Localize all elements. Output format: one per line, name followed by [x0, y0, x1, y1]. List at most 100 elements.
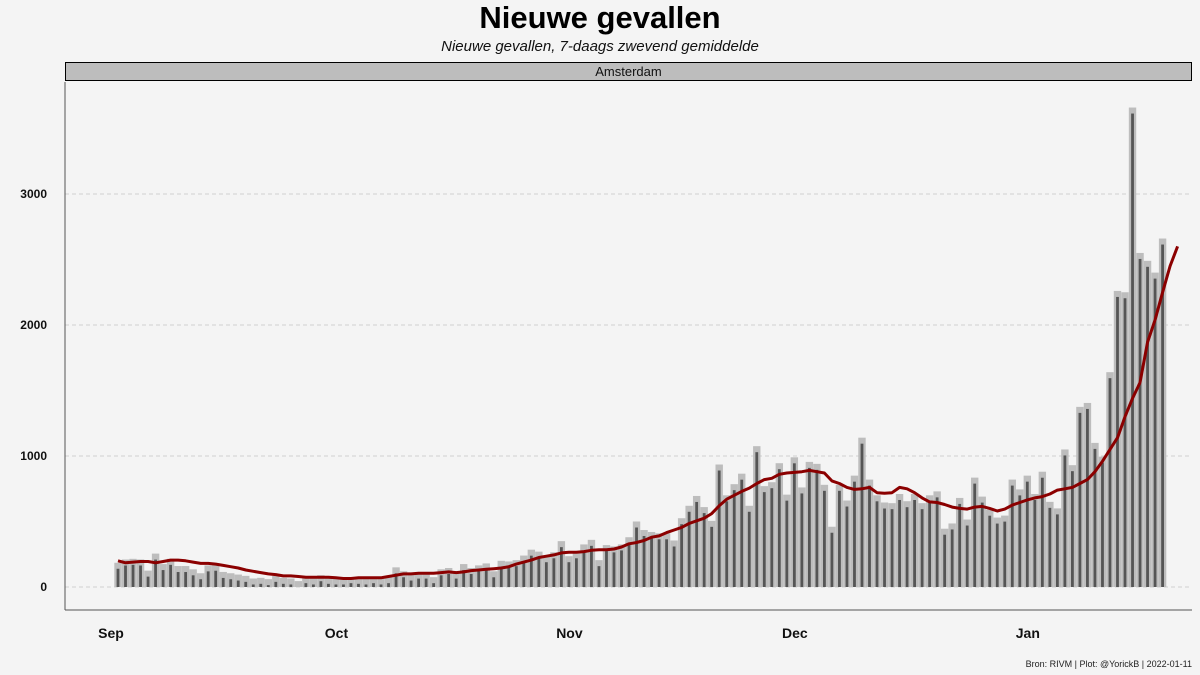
bar — [1086, 408, 1089, 587]
bar — [943, 534, 947, 587]
x-tick-label: Dec — [782, 625, 808, 641]
bar-outer — [257, 577, 265, 587]
bar — [913, 499, 916, 587]
bar — [777, 469, 781, 587]
bar — [1078, 412, 1082, 587]
bar-outer — [302, 577, 310, 587]
bar — [657, 539, 661, 587]
bar — [627, 543, 631, 587]
bar — [1003, 521, 1007, 587]
bar-outer — [377, 578, 385, 587]
bar — [1018, 495, 1022, 587]
source-caption: Bron: RIVM | Plot: @YorickB | 2022-01-11 — [1025, 659, 1192, 669]
bar — [1101, 462, 1104, 587]
bar — [304, 583, 308, 587]
bar — [875, 501, 879, 587]
bar — [281, 583, 285, 587]
bar — [454, 578, 458, 587]
bar-outer — [384, 577, 393, 587]
bar-outer — [279, 577, 288, 587]
bar — [124, 565, 127, 587]
bar — [259, 583, 263, 587]
bar-outer — [324, 577, 333, 587]
bar — [342, 584, 345, 587]
bar — [1048, 507, 1052, 587]
bar — [717, 470, 721, 587]
bar — [575, 558, 578, 587]
bar — [274, 581, 278, 587]
line-layer — [117, 245, 1180, 580]
bar-outer — [294, 581, 303, 587]
bar — [935, 497, 939, 587]
bar — [169, 564, 173, 587]
bar — [868, 485, 871, 587]
bar — [289, 584, 293, 587]
bar — [635, 527, 638, 587]
bar — [334, 584, 338, 587]
bar-outer — [429, 577, 438, 587]
bar — [958, 503, 962, 587]
bar — [853, 481, 856, 587]
bar — [499, 566, 503, 587]
bar — [116, 568, 120, 587]
bar — [582, 550, 586, 587]
bar-outer — [249, 578, 257, 587]
bar — [860, 443, 864, 587]
bar — [462, 570, 466, 587]
bar — [424, 578, 428, 587]
bar — [770, 488, 774, 587]
moving-average-line — [117, 245, 1180, 580]
bar — [988, 515, 992, 587]
bar — [1146, 266, 1149, 587]
bar-outer — [354, 577, 363, 587]
bar — [823, 490, 826, 587]
bar — [590, 545, 593, 587]
bar — [1071, 471, 1074, 587]
bar — [672, 546, 676, 587]
bar — [221, 577, 225, 587]
bar — [732, 490, 736, 587]
bar — [725, 501, 729, 587]
bar — [965, 525, 969, 587]
bar — [477, 571, 481, 587]
x-tick-label: Sep — [98, 625, 124, 641]
bar — [409, 580, 413, 587]
bar — [1055, 514, 1059, 587]
bar — [372, 583, 375, 587]
bar — [492, 577, 496, 587]
bar — [1108, 378, 1112, 587]
bar-outer — [362, 578, 370, 587]
bar — [199, 579, 203, 587]
bar — [387, 583, 390, 587]
bar — [920, 509, 924, 587]
bar — [807, 467, 811, 587]
bar — [905, 507, 909, 587]
bar-outer — [264, 579, 272, 587]
bar — [890, 509, 894, 587]
bar — [1161, 244, 1164, 588]
bar — [357, 583, 360, 587]
bar — [184, 572, 188, 587]
bar — [176, 572, 180, 587]
x-tick-label: Jan — [1016, 625, 1040, 641]
x-tick-label: Oct — [325, 625, 349, 641]
x-tick-label: Nov — [556, 625, 583, 641]
bar — [484, 569, 488, 587]
bar — [544, 562, 548, 587]
bar — [514, 566, 518, 587]
bar — [687, 511, 691, 587]
bar — [800, 493, 804, 587]
bar — [417, 578, 420, 587]
bar — [394, 573, 398, 587]
bar — [146, 576, 150, 587]
bar — [567, 562, 571, 587]
bar — [702, 513, 706, 587]
bar — [620, 550, 623, 587]
bar — [191, 575, 195, 587]
bar — [364, 584, 368, 587]
bar-outer — [287, 578, 295, 587]
bar — [1116, 296, 1119, 587]
bar — [1010, 485, 1014, 587]
bar — [1025, 481, 1029, 587]
panel-strip-label: Amsterdam — [65, 62, 1192, 81]
